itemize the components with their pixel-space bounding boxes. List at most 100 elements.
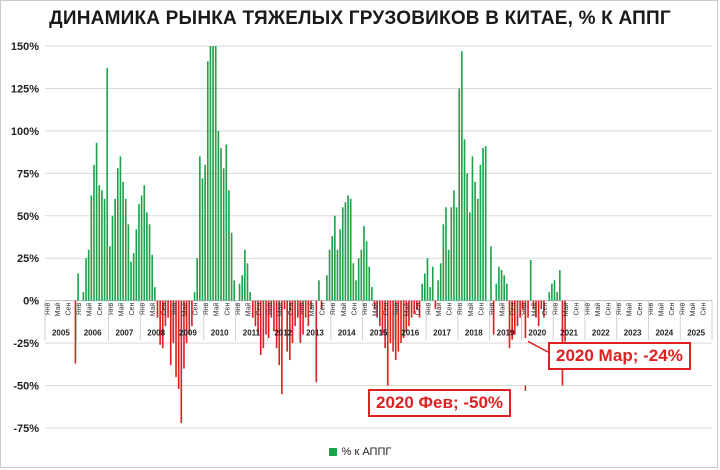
bar: [241, 275, 244, 301]
x-tick-month-label: Сен: [574, 303, 581, 316]
bar: [196, 258, 199, 301]
x-tick-month-label: Янв: [108, 302, 115, 315]
bar: [138, 203, 140, 301]
bar: [424, 273, 426, 301]
x-tick-year-label: 2025: [687, 329, 705, 338]
bar: [553, 280, 556, 301]
bar: [310, 300, 312, 310]
bar: [167, 300, 169, 318]
x-tick-month-label: Май: [467, 303, 475, 317]
x-tick-month-label: Май: [54, 303, 62, 317]
bar: [447, 249, 450, 301]
bar: [85, 258, 87, 301]
bar: [246, 263, 249, 301]
bar: [498, 266, 500, 301]
bar: [558, 270, 561, 301]
bar: [206, 61, 209, 301]
x-tick-month-label: Сен: [256, 303, 263, 316]
bar: [278, 300, 281, 366]
legend-swatch: [328, 448, 337, 457]
bar: [339, 229, 341, 301]
bar: [273, 300, 275, 332]
x-tick-month-label: Май: [213, 303, 221, 317]
x-tick-month-label: Янв: [140, 302, 147, 315]
bar: [551, 283, 553, 301]
x-tick-month-label: Янв: [457, 302, 464, 315]
x-tick-year-label: 2011: [243, 329, 261, 338]
bar: [461, 51, 463, 301]
x-tick-year-label: 2022: [592, 329, 610, 338]
bar: [474, 181, 476, 301]
bar: [251, 300, 254, 318]
bar: [442, 224, 445, 301]
bar: [336, 249, 339, 301]
x-tick-month-label: Янв: [616, 302, 623, 315]
x-tick-month-label: Янв: [235, 302, 242, 315]
bar: [291, 300, 294, 344]
x-tick-month-label: Май: [530, 303, 538, 317]
x-tick-month-label: Сен: [320, 303, 327, 316]
x-tick-month-label: Май: [340, 303, 348, 317]
x-tick-month-label: Янв: [298, 302, 305, 315]
x-tick-month-label: Сен: [193, 303, 200, 316]
bar: [209, 46, 212, 301]
x-tick-month-label: Янв: [425, 302, 432, 315]
bar: [410, 300, 413, 318]
x-tick-month-label: Сен: [510, 303, 517, 316]
x-tick-year-label: 2015: [370, 329, 388, 338]
bar: [495, 283, 498, 301]
x-tick-year-label: 2020: [528, 329, 546, 338]
x-tick-month-label: Янв: [171, 302, 178, 315]
bar: [151, 254, 154, 301]
bar: [458, 88, 461, 301]
annotation-connectors: [524, 340, 549, 391]
bar: [426, 258, 429, 301]
x-tick-year-label: 2014: [338, 329, 356, 338]
x-tick-month-label: Май: [435, 303, 443, 317]
bar: [267, 300, 270, 339]
bar: [183, 300, 185, 369]
bar: [180, 300, 183, 423]
bar: [119, 156, 122, 301]
bar: [434, 300, 437, 310]
bar: [106, 68, 109, 301]
bar: [249, 292, 251, 301]
x-tick-month-label: Сен: [288, 303, 295, 316]
bar: [508, 300, 511, 349]
bar: [535, 300, 537, 318]
bar: [214, 46, 217, 301]
bar: [175, 300, 177, 378]
x-tick-year-label: 2008: [147, 329, 165, 338]
y-tick-label: 0%: [23, 296, 39, 308]
bar: [238, 283, 241, 301]
x-tick-month-label: Май: [86, 303, 94, 317]
x-tick-month-label: Сен: [605, 303, 612, 316]
x-tick-month-label: Май: [181, 303, 189, 317]
bar: [347, 195, 349, 301]
x-tick-month-label: Янв: [267, 302, 274, 315]
bar: [159, 300, 161, 345]
bar: [204, 164, 206, 301]
bar: [130, 261, 132, 301]
x-tick-month-label: Сен: [224, 303, 231, 316]
bar: [455, 207, 458, 301]
x-tick-year-label: 2005: [52, 329, 70, 338]
x-tick-month-label: Май: [149, 303, 157, 317]
x-tick-year-label: 2013: [306, 329, 324, 338]
bar: [368, 266, 371, 301]
bar: [548, 292, 551, 301]
x-tick-month-label: Май: [594, 303, 602, 317]
bar: [328, 249, 331, 301]
legend: % к АППГ: [0, 446, 720, 458]
bar: [394, 300, 397, 361]
bar: [355, 280, 357, 301]
x-tick-year-label: 2021: [560, 329, 578, 338]
bar: [82, 292, 85, 301]
x-tick-month-label: Янв: [584, 302, 591, 315]
x-tick-month-label: Сен: [478, 303, 485, 316]
x-tick-year-label: 2024: [655, 329, 673, 338]
bar: [379, 300, 381, 327]
bar: [90, 195, 93, 301]
x-tick-year-label: 2017: [433, 329, 451, 338]
bar: [98, 185, 101, 301]
